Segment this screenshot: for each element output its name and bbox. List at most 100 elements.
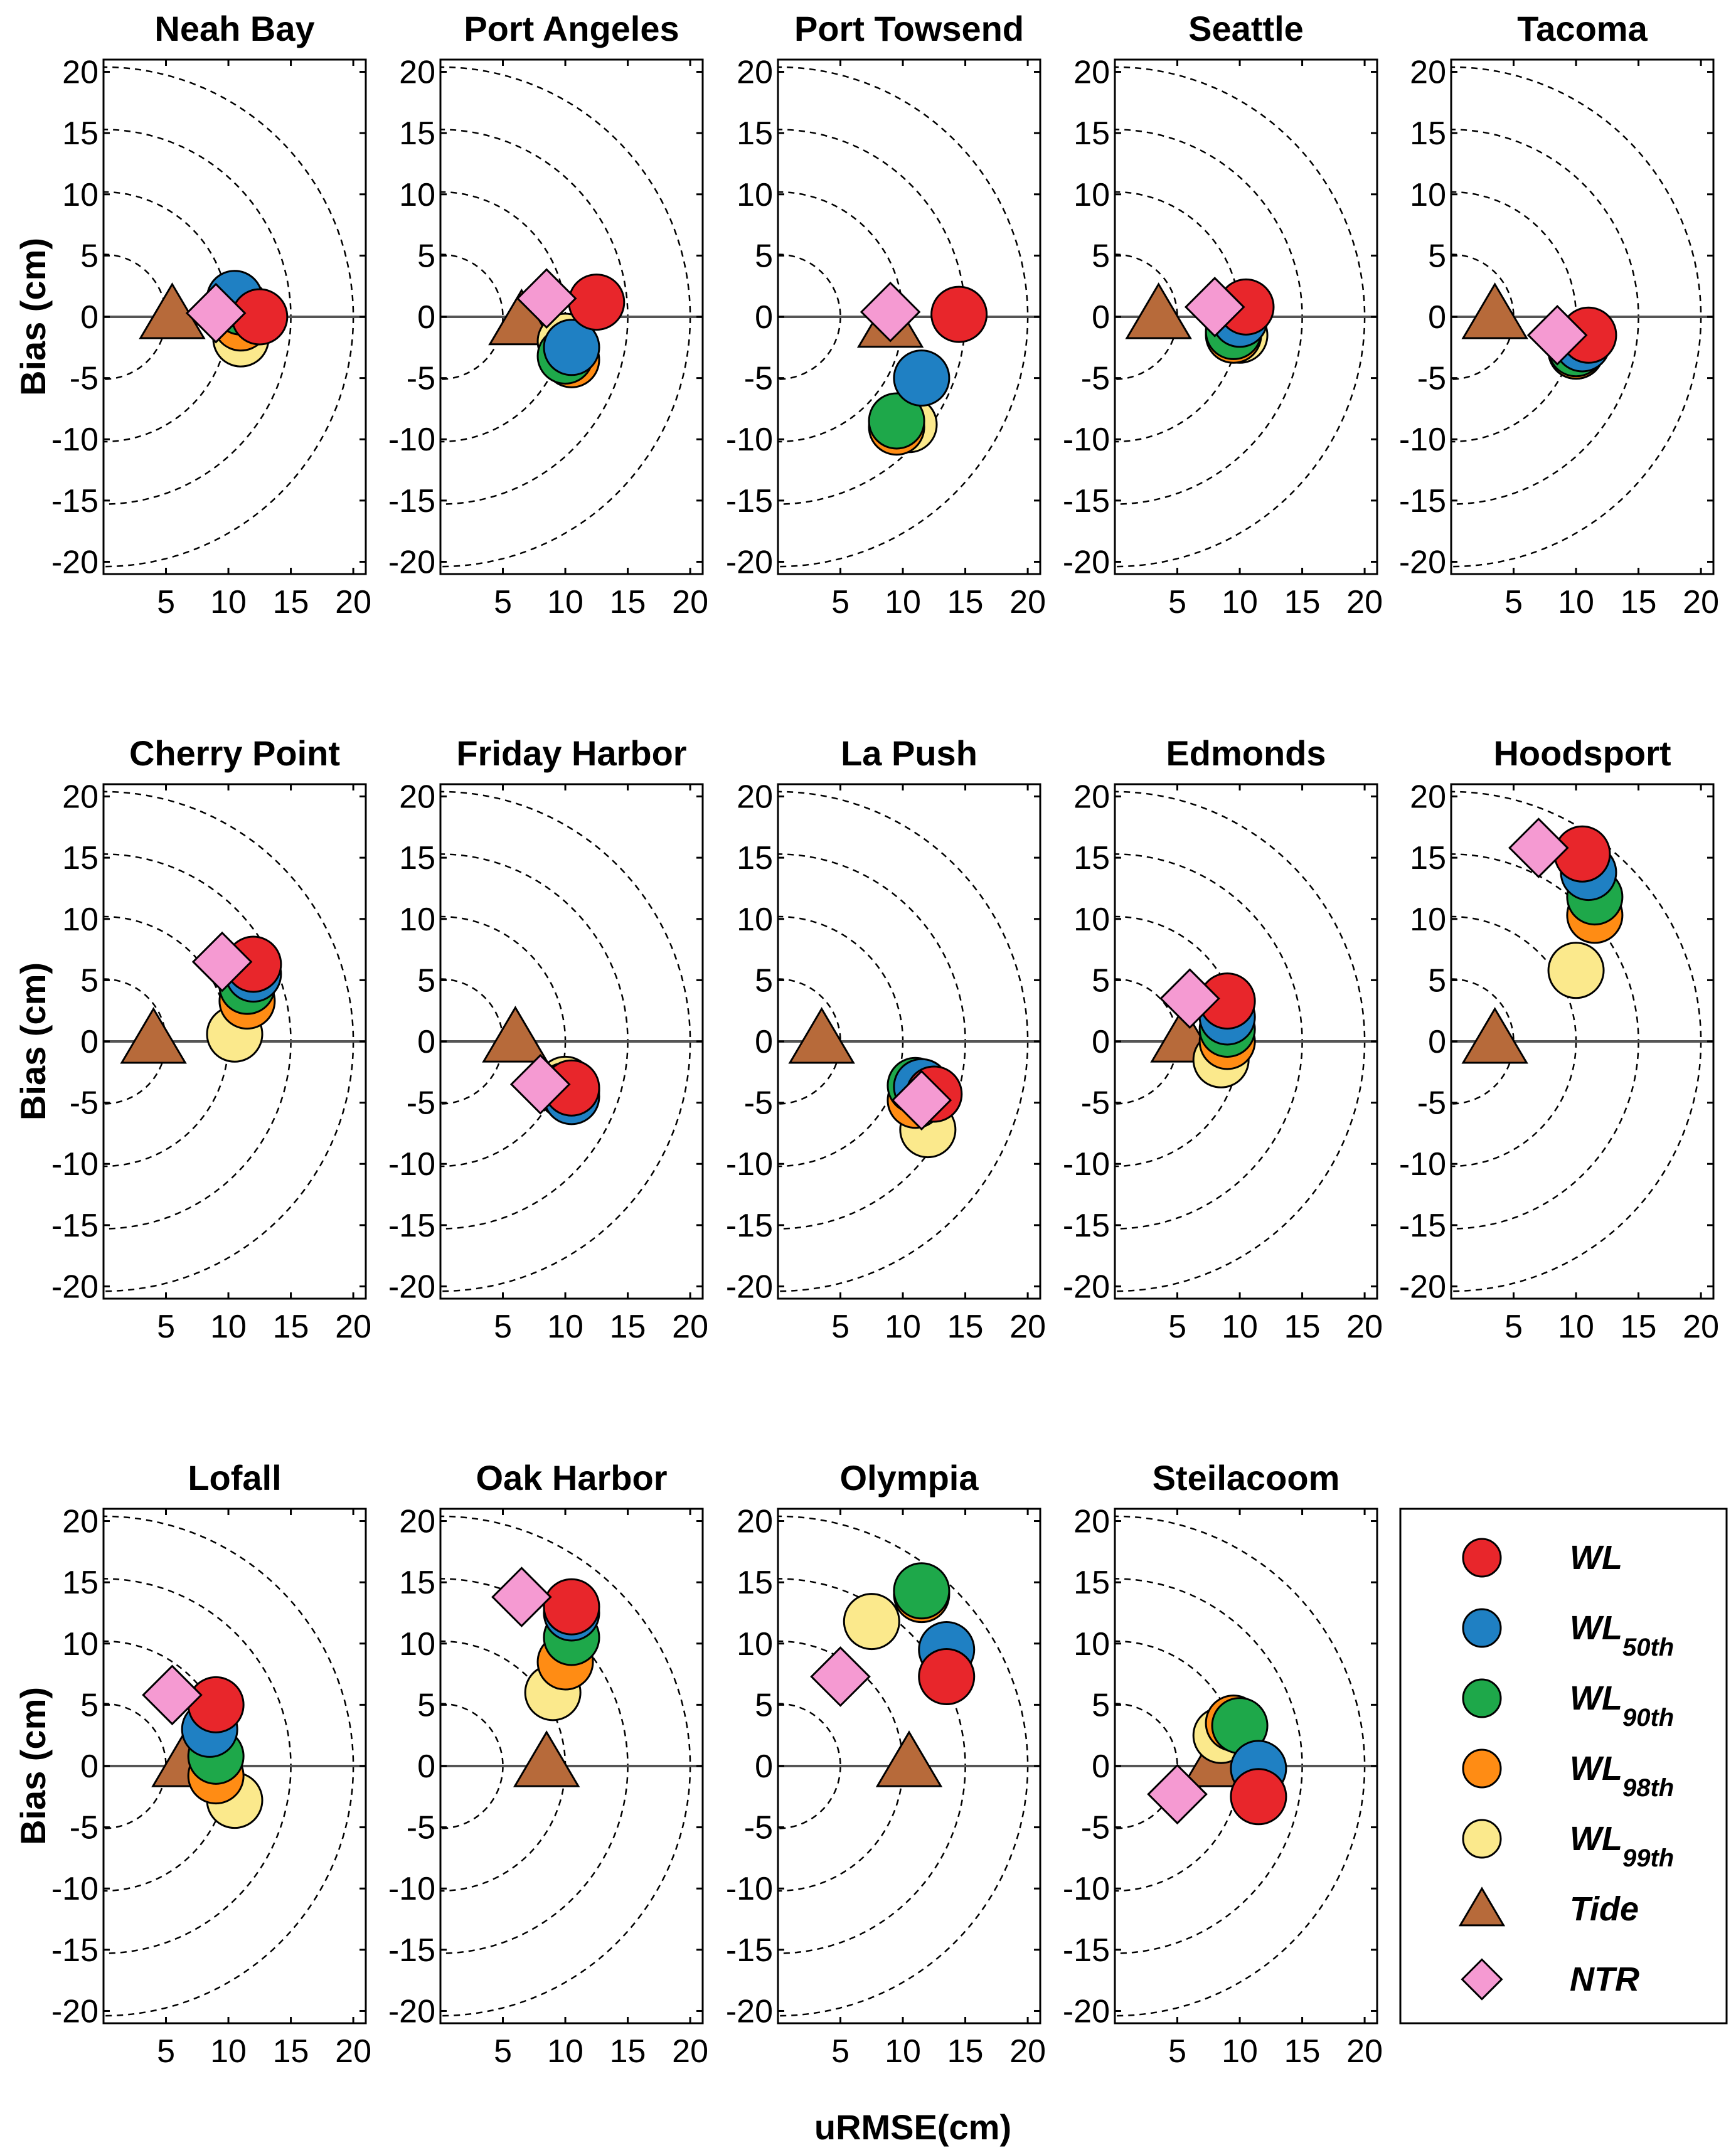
panel-title: Lofall: [188, 1458, 281, 1498]
x-tick-label: 15: [610, 584, 646, 620]
y-tick-label: 15: [62, 1565, 99, 1601]
y-tick-label: 10: [399, 177, 435, 213]
panel-title: Cherry Point: [129, 733, 340, 773]
y-tick-label: -5: [1417, 361, 1446, 397]
x-tick-label: 15: [947, 2033, 984, 2070]
legend-label: Tide: [1570, 1890, 1639, 1928]
y-tick-label: -15: [1399, 483, 1446, 519]
y-tick-label: -15: [388, 1932, 435, 1969]
panel-title: Olympia: [840, 1458, 979, 1498]
y-tick-label: -10: [388, 1146, 435, 1183]
x-tick-label: 5: [831, 1309, 849, 1345]
y-tick-label: -10: [51, 1871, 99, 1907]
legend-label-subscript: 98th: [1622, 1774, 1674, 1802]
ntr-marker: [1184, 277, 1245, 338]
y-tick-label: -15: [388, 1208, 435, 1244]
ntr-marker: [1526, 304, 1588, 366]
y-tick-label: -10: [1063, 1871, 1110, 1907]
panel-title: Oak Harbor: [476, 1458, 668, 1498]
wl-marker: [543, 1578, 600, 1636]
y-tick-label: 15: [1073, 1565, 1110, 1601]
y-tick-label: -15: [51, 1932, 99, 1969]
legend-marker: [1462, 1608, 1502, 1648]
y-tick-label: -20: [388, 1269, 435, 1305]
y-tick-label: 15: [737, 1565, 773, 1601]
y-tick-label: 10: [737, 177, 773, 213]
y-tick-label: 0: [1092, 1024, 1110, 1060]
y-tick-label: -10: [1063, 422, 1110, 458]
y-tick-label: 5: [417, 238, 435, 274]
y-tick-label: -5: [744, 1085, 773, 1122]
y-tick-label: -5: [70, 1085, 99, 1122]
panel-oak-harbor: Oak Harbor 20 15 10 5 0 -5 -10 -15 -20 5 10 15 20: [388, 1458, 708, 2070]
x-tick-label: 20: [1009, 1309, 1046, 1345]
panel-hoodsport: Hoodsport 20 15 10 5 0 -5 -10 -15 -20 5 10 15 20: [1399, 733, 1719, 1345]
y-tick-label: -10: [388, 422, 435, 458]
y-tick-label: 10: [399, 902, 435, 938]
ntr-marker: [516, 268, 577, 329]
panel-title: Tacoma: [1517, 9, 1648, 48]
y-tick-label: 15: [62, 115, 99, 152]
legend-marker: [1462, 1748, 1502, 1789]
y-tick-label: -10: [726, 422, 773, 458]
y-tick-label: 0: [417, 1024, 435, 1060]
legend-entry-tide: Tide: [1458, 1886, 1639, 1928]
x-tick-label: 15: [610, 1309, 646, 1345]
y-tick-label: 10: [62, 177, 99, 213]
wl-marker: [187, 1676, 245, 1733]
panel-steilacoom: Steilacoom 20 15 10 5 0 -5 -10 -15 -20 5 10 15 20: [1063, 1458, 1383, 2070]
y-tick-label: 5: [1428, 962, 1446, 999]
y-tick-label: -5: [407, 1810, 435, 1846]
y-tick-label: -10: [388, 1871, 435, 1907]
x-tick-label: 5: [157, 584, 175, 620]
x-tick-label: 10: [885, 584, 921, 620]
y-tick-label: -5: [1081, 361, 1110, 397]
y-tick-label: -20: [51, 1993, 99, 2030]
wl-99th-marker: [1547, 942, 1605, 999]
y-tick-label: -10: [1399, 422, 1446, 458]
x-tick-label: 20: [1683, 584, 1719, 620]
y-tick-label: 5: [417, 962, 435, 999]
x-tick-label: 20: [1683, 1309, 1719, 1345]
x-tick-label: 10: [210, 1309, 247, 1345]
x-tick-label: 15: [1284, 584, 1321, 620]
x-tick-label: 10: [547, 584, 583, 620]
y-tick-label: 0: [80, 299, 99, 336]
x-tick-label: 20: [672, 2033, 708, 2070]
y-tick-label: -20: [726, 1269, 773, 1305]
y-tick-label: -5: [1081, 1810, 1110, 1846]
y-tick-label: 10: [399, 1626, 435, 1663]
y-tick-label: 0: [80, 1748, 99, 1785]
y-tick-label: 0: [80, 1024, 99, 1060]
y-tick-label: 0: [1092, 299, 1110, 336]
x-tick-label: 15: [1284, 2033, 1321, 2070]
y-tick-label: 20: [1410, 55, 1446, 91]
y-tick-label: 10: [1410, 177, 1446, 213]
legend-box: [1399, 1508, 1728, 2025]
x-tick-label: 15: [1284, 1309, 1321, 1345]
x-tick-label: 20: [335, 584, 371, 620]
wl-marker: [918, 1647, 976, 1705]
y-tick-label: 20: [737, 1504, 773, 1540]
x-tick-label: 20: [1009, 2033, 1046, 2070]
y-tick-label: 15: [1073, 840, 1110, 876]
y-tick-label: 5: [80, 962, 99, 999]
panel-la-push: La Push 20 15 10 5 0 -5 -10 -15 -20 5 10 15 20: [726, 733, 1046, 1345]
panel-title: Port Towsend: [794, 9, 1024, 48]
legend-label-subscript: 99th: [1622, 1844, 1674, 1872]
y-tick-label: -20: [51, 544, 99, 580]
tide-marker: [1125, 282, 1192, 339]
y-tick-label: 5: [1092, 1687, 1110, 1723]
panel-tacoma: Tacoma 20 15 10 5 0 -5 -10 -15 -20 5 10 15 20: [1399, 9, 1719, 620]
y-tick-label: -5: [1081, 1085, 1110, 1122]
y-tick-label: 15: [1410, 115, 1446, 152]
y-tick-label: -20: [388, 544, 435, 580]
y-tick-label: -10: [1399, 1146, 1446, 1183]
ntr-marker: [1147, 1764, 1208, 1825]
wl-marker: [568, 274, 626, 331]
x-tick-label: 5: [494, 2033, 512, 2070]
y-tick-label: -15: [1063, 1932, 1110, 1969]
y-tick-label: 0: [1092, 1748, 1110, 1785]
y-tick-label: -15: [51, 1208, 99, 1244]
